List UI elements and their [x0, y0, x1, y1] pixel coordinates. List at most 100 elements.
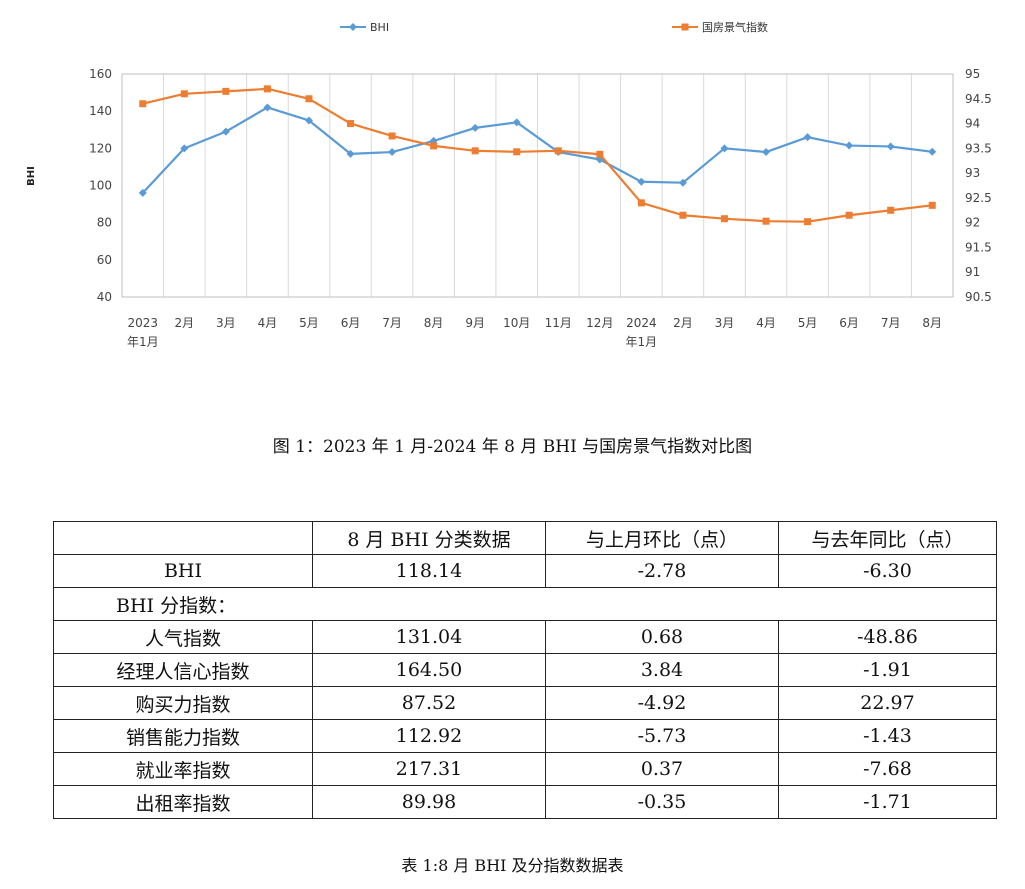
x-tick-label: 6月	[839, 316, 859, 330]
y-tick-label: 100	[89, 179, 112, 193]
bhi-point	[138, 188, 147, 197]
bhi-point	[762, 148, 771, 157]
value-cell: 118.14	[312, 554, 546, 588]
bhi-point	[512, 118, 521, 127]
x-tick-label: 4月	[756, 316, 776, 330]
y-tick-label: 120	[89, 141, 112, 155]
x-tick-label: 10月	[503, 316, 530, 330]
x-tick-label: 3月	[715, 316, 735, 330]
y-axis-label: BHI	[26, 166, 37, 186]
table-row: 购买力指数 87.52 -4.92 22.97	[53, 686, 997, 720]
guofang-point	[222, 87, 230, 95]
guofang-point	[180, 90, 188, 98]
value-cell: 87.52	[312, 686, 546, 720]
y2-tick-label: 93.5	[965, 141, 992, 155]
guofang-point	[471, 147, 479, 155]
x-tick-label: 年1月	[626, 335, 658, 349]
y-tick-label: 140	[89, 104, 112, 118]
x-tick-label: 7月	[382, 316, 402, 330]
legend-label: BHI	[370, 21, 389, 34]
bhi-point	[388, 148, 397, 157]
x-tick-label: 2月	[175, 316, 195, 330]
value-cell: 112.92	[312, 719, 546, 753]
row-name-cell: BHI	[53, 554, 313, 588]
guofang-point	[596, 150, 604, 158]
bhi-point	[263, 103, 272, 112]
x-tick-label: 2月	[673, 316, 693, 330]
value-cell: 89.98	[312, 785, 546, 819]
table-row: 就业率指数 217.31 0.37 -7.68	[53, 752, 997, 786]
plot-frame	[121, 73, 954, 298]
guofang-point	[263, 85, 271, 93]
bhi-point	[720, 144, 729, 153]
yoy-cell: -1.91	[778, 653, 997, 687]
row-name-cell: 购买力指数	[53, 686, 313, 720]
guofang-point	[637, 199, 645, 207]
yoy-cell: -6.30	[778, 554, 997, 588]
mom-cell: -2.78	[545, 554, 779, 588]
table-row: 销售能力指数 112.92 -5.73 -1.43	[53, 719, 997, 753]
bhi-point	[221, 127, 230, 136]
mom-cell: 3.84	[545, 653, 779, 687]
x-tick-label: 4月	[258, 316, 278, 330]
bhi-point	[678, 178, 687, 187]
legend-label: 国房景气指数	[702, 20, 768, 34]
line-chart: 40 60 80 100 120 140 160 90.5 91 91.5 92 92.5 93 93.5…	[0, 0, 1025, 360]
y2-tick-label: 90.5	[965, 290, 992, 304]
yoy-cell: -48.86	[778, 620, 997, 654]
x-tick-label: 2024	[626, 316, 657, 330]
guofang-point	[388, 132, 396, 140]
y2-tick-label: 91	[965, 265, 980, 279]
mom-cell: 0.68	[545, 620, 779, 654]
bhi-point	[471, 123, 480, 132]
x-tick-label: 5月	[299, 316, 319, 330]
y-tick-label: 40	[97, 290, 112, 304]
series-line	[141, 106, 933, 194]
x-tick-label: 年1月	[127, 335, 159, 349]
table-header-row: 8 月 BHI 分类数据 与上月环比（点） 与去年同比（点）	[53, 521, 997, 555]
guofang-point	[887, 206, 895, 214]
x-tick-label: 7月	[881, 316, 901, 330]
guofang-point	[347, 120, 355, 128]
mom-cell: -5.73	[545, 719, 779, 753]
bhi-data-table: 8 月 BHI 分类数据 与上月环比（点） 与去年同比（点） BHI 118.1…	[53, 521, 997, 819]
table-row: 人气指数 131.04 0.68 -48.86	[53, 620, 997, 654]
x-tick-label: 8月	[922, 316, 942, 330]
row-name-cell: 经理人信心指数	[53, 653, 313, 687]
row-name-cell: 销售能力指数	[53, 719, 313, 753]
table-row: 经理人信心指数 164.50 3.84 -1.91	[53, 653, 997, 687]
guofang-point	[720, 215, 728, 223]
x-tick-label: 8月	[424, 316, 444, 330]
yoy-cell: -1.71	[778, 785, 997, 819]
guofang-point	[928, 201, 936, 209]
guofang-point	[513, 148, 521, 156]
mom-cell: -0.35	[545, 785, 779, 819]
value-cell: 164.50	[312, 653, 546, 687]
x-tick-label: 9月	[465, 316, 485, 330]
x-tick-label: 6月	[341, 316, 361, 330]
legend-marker	[681, 23, 689, 31]
y2-tick-label: 94.5	[965, 92, 992, 106]
y2-tick-label: 95	[965, 67, 980, 81]
table-subheader-row: BHI 分指数：	[53, 587, 997, 621]
y-tick-label: 80	[97, 216, 112, 230]
guofang-point	[762, 217, 770, 225]
mom-cell: 0.37	[545, 752, 779, 786]
bhi-point	[637, 177, 646, 186]
table-header-cell	[53, 521, 313, 555]
guofang-point	[845, 211, 853, 219]
sub-index-header: BHI 分指数：	[53, 587, 997, 621]
row-name-cell: 人气指数	[53, 620, 313, 654]
x-tick-label: 11月	[545, 316, 572, 330]
x-tick-label: 3月	[216, 316, 236, 330]
value-cell: 217.31	[312, 752, 546, 786]
bhi-point	[346, 149, 355, 158]
x-tick-label: 5月	[798, 316, 818, 330]
table-row-bhi: BHI 118.14 -2.78 -6.30	[53, 554, 997, 588]
value-cell: 131.04	[312, 620, 546, 654]
row-name-cell: 出租率指数	[53, 785, 313, 819]
bhi-point	[928, 147, 937, 156]
guofang-point	[430, 142, 438, 150]
table-header-cell: 8 月 BHI 分类数据	[312, 521, 546, 555]
row-name-cell: 就业率指数	[53, 752, 313, 786]
